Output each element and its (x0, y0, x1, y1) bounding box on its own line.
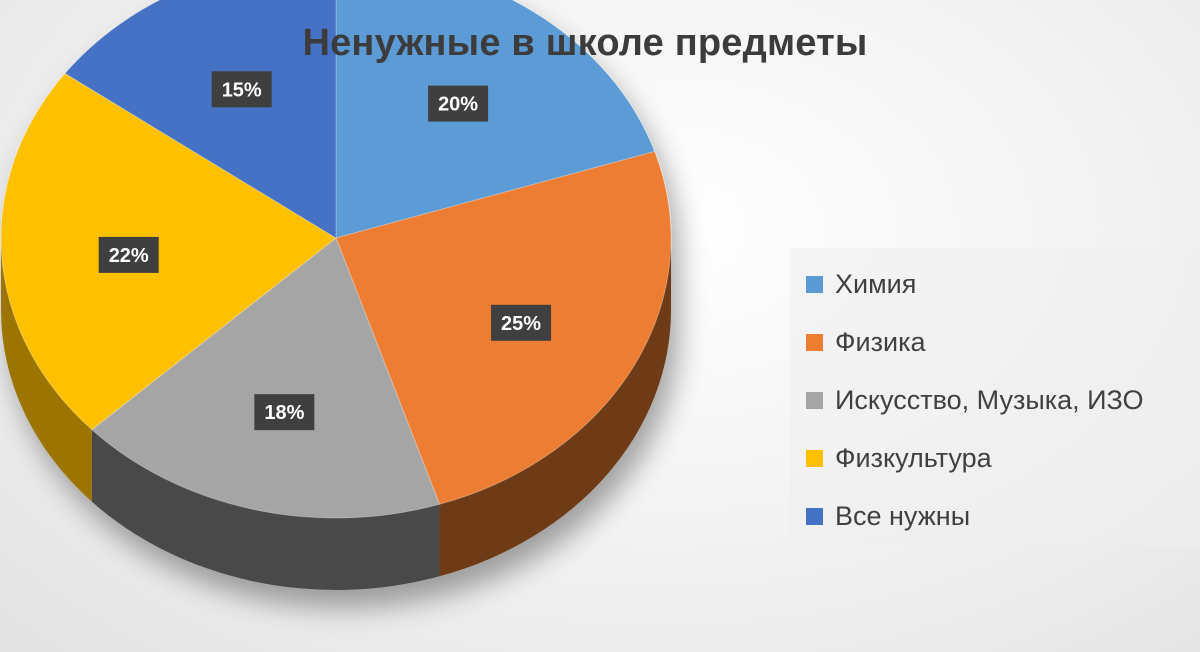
data-label: 22% (98, 236, 159, 273)
legend-label: Химия (835, 268, 917, 299)
legend-swatch (806, 449, 823, 467)
legend-swatch (806, 275, 823, 293)
data-label-box (211, 71, 272, 108)
legend-item[interactable]: Все нужны (806, 498, 970, 534)
data-label-box (491, 304, 552, 341)
legend-label: Искусство, Музыка, ИЗО (835, 384, 1144, 415)
data-label: 18% (254, 394, 315, 431)
data-label-text: 15% (222, 79, 262, 101)
legend-item[interactable]: Искусство, Музыка, ИЗО (806, 382, 1144, 418)
legend-swatch (806, 333, 823, 351)
legend-item[interactable]: Физкультура (806, 440, 992, 476)
pie-slice[interactable] (0, 72, 337, 431)
data-label: 15% (211, 71, 272, 108)
legend-label: Физика (835, 326, 926, 357)
chart-title: Ненужные в школе предметы (302, 22, 868, 64)
legend-label: Физкультура (835, 442, 992, 473)
data-label-text: 25% (501, 313, 541, 335)
legend-swatch (806, 507, 823, 525)
pie-slice[interactable] (64, 0, 337, 239)
data-label-box (254, 394, 315, 431)
legend-label: Все нужны (835, 500, 971, 531)
legend-swatch (806, 391, 823, 409)
data-label-text: 22% (109, 245, 149, 267)
legend-item[interactable]: Физика (806, 324, 926, 360)
data-label-text: 18% (264, 402, 304, 424)
data-label-box (428, 85, 489, 122)
pie-slice-side (91, 429, 440, 590)
data-label: 20% (428, 85, 489, 122)
legend-item[interactable]: Химия (806, 266, 916, 302)
pie-slice-side (439, 238, 671, 577)
pie-slice[interactable] (335, 0, 656, 239)
data-label: 25% (491, 304, 552, 341)
pie-slice[interactable] (91, 237, 441, 519)
data-label-text: 20% (438, 94, 478, 116)
data-label-box (98, 236, 159, 273)
pie-slice-side (1, 238, 92, 502)
chart-legend: Химия Физика Искусство, Музыка, ИЗО Физкуль… (790, 248, 1200, 546)
